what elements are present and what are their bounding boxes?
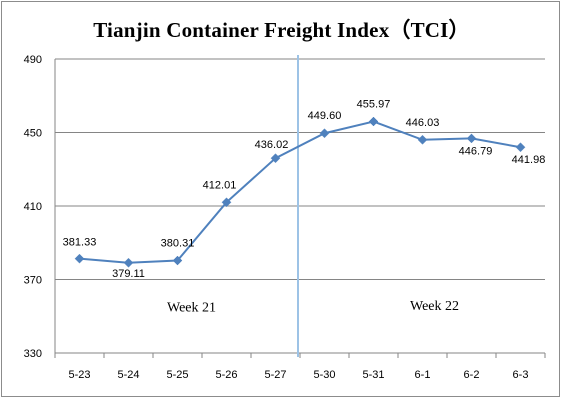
x-tick-label: 5-25: [166, 369, 188, 381]
data-point-marker: [515, 142, 526, 153]
data-point-marker: [74, 253, 85, 264]
data-label: 379.11: [112, 268, 145, 280]
y-tick-label: 490: [24, 54, 42, 66]
x-tick-label: 6-1: [415, 369, 431, 381]
x-tick-label: 5-24: [117, 369, 139, 381]
x-tick-label: 5-26: [215, 369, 237, 381]
y-tick-label: 450: [24, 128, 42, 140]
x-tick-label: 5-30: [313, 369, 335, 381]
data-label: 449.60: [308, 110, 342, 122]
data-label: 455.97: [357, 99, 391, 111]
y-tick-label: 370: [24, 275, 42, 287]
data-point-marker: [172, 255, 183, 266]
data-point-marker: [221, 197, 232, 208]
y-tick-label: 330: [24, 348, 42, 360]
week-22-label: Week 22: [410, 299, 459, 314]
x-tick-label: 5-31: [362, 369, 384, 381]
data-point-marker: [123, 257, 134, 268]
data-label: 446.03: [406, 117, 440, 129]
x-tick-label: 6-3: [513, 369, 529, 381]
x-tick-label: 5-23: [68, 369, 90, 381]
data-label: 436.02: [255, 139, 289, 151]
data-point-marker: [466, 133, 477, 144]
data-label: 446.79: [459, 145, 493, 157]
x-tick-label: 5-27: [264, 369, 286, 381]
y-tick-label: 410: [24, 201, 42, 213]
data-label: 380.31: [161, 238, 195, 250]
data-label: 441.98: [512, 154, 546, 166]
data-point-marker: [270, 153, 281, 164]
data-label: 381.33: [63, 237, 97, 249]
series-line: [79, 120, 521, 264]
data-label: 412.01: [203, 179, 237, 191]
chart-title: Tianjin Container Freight Index（TCI）: [93, 18, 470, 42]
x-tick-label: 6-2: [464, 369, 480, 381]
data-point-marker: [319, 128, 330, 139]
week-21-label: Week 21: [167, 301, 216, 316]
data-point-marker: [417, 134, 428, 145]
data-point-marker: [368, 116, 379, 127]
